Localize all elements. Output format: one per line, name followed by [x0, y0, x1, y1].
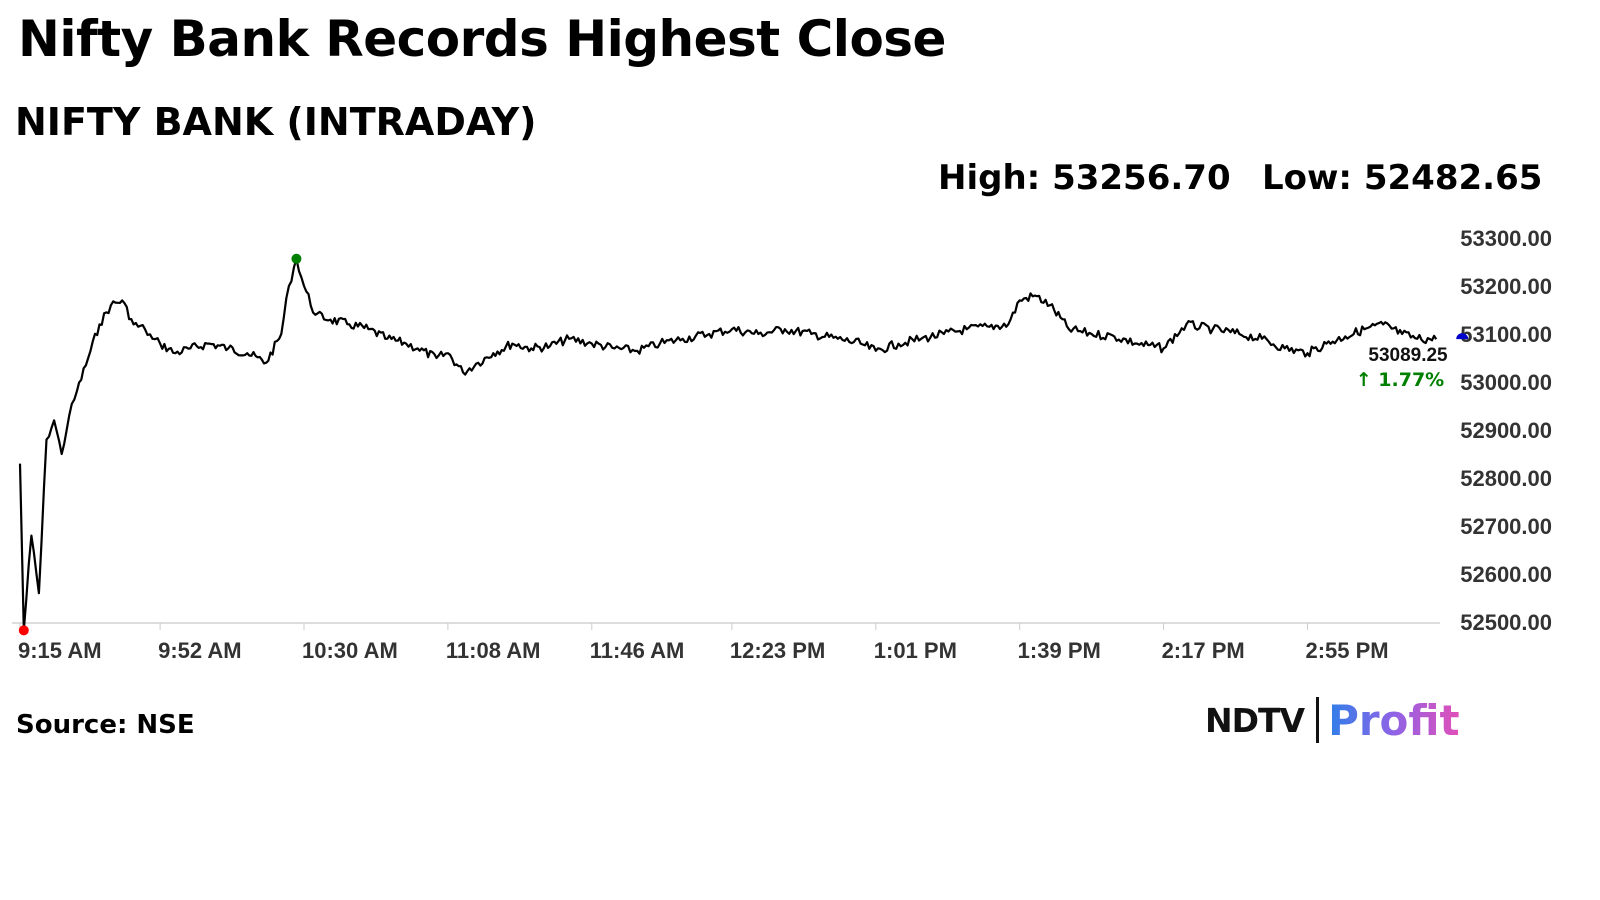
- price-line: [18, 257, 1438, 632]
- y-tick-label: 52900.00: [1460, 418, 1552, 443]
- x-tick-label: 12:23 PM: [730, 638, 825, 663]
- x-tick-label: 9:52 AM: [158, 638, 242, 663]
- y-axis: 53300.00 53200.00 53100.00 53000.00 52900.00…: [1460, 226, 1552, 635]
- y-tick-label: 53100.00: [1460, 322, 1552, 347]
- low-marker: [18, 625, 29, 636]
- x-tick-label: 1:39 PM: [1018, 638, 1101, 663]
- x-tick-label: 11:46 AM: [590, 638, 685, 663]
- series-group: [18, 257, 1438, 632]
- marker-group: [18, 253, 1469, 636]
- x-tick-label: 2:55 PM: [1305, 638, 1388, 663]
- y-tick-label: 52600.00: [1460, 562, 1552, 587]
- x-tick-label: 10:30 AM: [302, 638, 398, 663]
- last-price-label: 53089.25: [1368, 345, 1448, 366]
- y-tick-label: 53200.00: [1460, 274, 1552, 299]
- logo-profit-text: Profit: [1328, 695, 1460, 745]
- chart-subtitle: NIFTY BANK (INTRADAY): [15, 100, 537, 144]
- logo-ndtv-text: NDTV: [1205, 700, 1305, 740]
- high-marker: [291, 253, 302, 264]
- source-note: Source: NSE: [16, 710, 195, 740]
- x-tick-label: 2:17 PM: [1162, 638, 1245, 663]
- y-tick-label: 52500.00: [1460, 610, 1552, 635]
- low-stat: Low: 52482.65: [1262, 158, 1543, 198]
- ndtv-profit-logo: NDTV Profit: [1205, 695, 1460, 745]
- x-axis: 9:15 AM 9:52 AM 10:30 AM 11:08 AM 11:46 AM 12…: [12, 622, 1440, 663]
- change-percent-label: ↑ 1.77%: [1356, 369, 1444, 391]
- y-tick-label: 53000.00: [1460, 370, 1552, 395]
- x-tick-label: 9:15 AM: [18, 638, 102, 663]
- y-tick-label: 52700.00: [1460, 514, 1552, 539]
- headline: Nifty Bank Records Highest Close: [18, 10, 946, 68]
- x-tick-label: 1:01 PM: [874, 638, 957, 663]
- label-group: 53089.25 ↑ 1.77%: [1356, 345, 1448, 391]
- intraday-line-chart: 53300.00 53200.00 53100.00 53000.00 52900.00…: [12, 226, 1552, 663]
- logo-divider: [1316, 697, 1320, 743]
- high-stat: High: 53256.70: [938, 158, 1231, 198]
- x-tick-label: 11:08 AM: [446, 638, 541, 663]
- y-tick-label: 53300.00: [1460, 226, 1552, 251]
- last-price-marker: [1456, 333, 1469, 340]
- y-tick-label: 52800.00: [1460, 466, 1552, 491]
